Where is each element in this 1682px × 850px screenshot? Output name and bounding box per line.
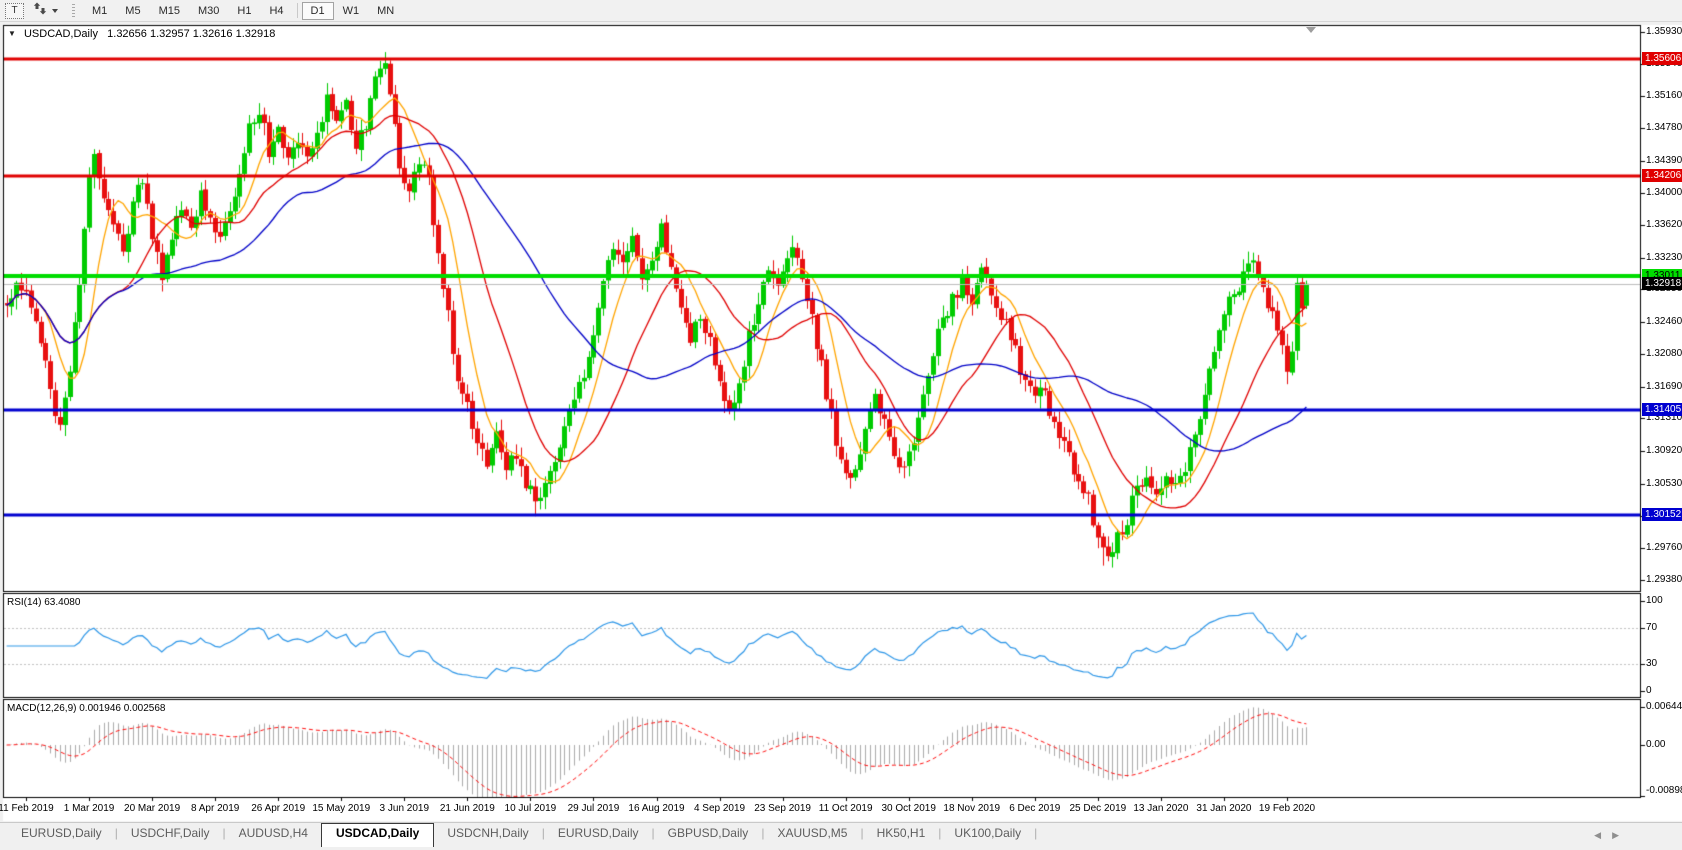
date-tick-label: 21 Jun 2019 xyxy=(439,803,495,814)
top-toolbar: T M1 M5 M15 M30 H1 H4 D1 W1 MN xyxy=(0,0,1682,22)
tab-scroll-left-icon[interactable]: ◀ xyxy=(1594,830,1613,840)
price-tick-label: 1.32460 xyxy=(1646,316,1682,328)
price-line-badge: 1.35606 xyxy=(1642,52,1682,65)
date-tick-label: 30 Oct 2019 xyxy=(881,803,936,814)
date-tick-label: 31 Jan 2020 xyxy=(1196,803,1252,814)
date-tick-label: 4 Sep 2019 xyxy=(693,803,746,814)
price-line-badge: 1.34206 xyxy=(1642,169,1682,182)
date-tick-label: 11 Feb 2019 xyxy=(0,803,54,814)
date-tick-label: 26 Apr 2019 xyxy=(251,803,306,814)
date-tick-label: 8 Apr 2019 xyxy=(190,803,240,814)
price-tick-label: 1.29760 xyxy=(1646,542,1682,554)
timeframe-button-mn[interactable]: MN xyxy=(377,4,395,17)
date-tick-label: 18 Nov 2019 xyxy=(943,803,1001,814)
price-tick-label: 1.31310 xyxy=(1646,412,1682,424)
macd-tick-label: 0.00 xyxy=(1646,739,1666,750)
date-tick-label: 29 Jul 2019 xyxy=(567,803,620,814)
date-tick-label: 1 Mar 2019 xyxy=(63,803,115,814)
rsi-indicator-label: RSI(14) 63.4080 xyxy=(7,597,81,608)
date-tick-label: 23 Sep 2019 xyxy=(754,803,811,814)
chart-shift-marker xyxy=(1306,27,1317,33)
timeframe-button-m30[interactable]: M30 xyxy=(197,4,220,17)
tab-separator: | xyxy=(761,826,765,840)
chart-title-symbol: USDCAD,Daily xyxy=(23,28,98,40)
price-tick-label: 1.30530 xyxy=(1646,477,1682,489)
price-line-badge: 1.31405 xyxy=(1642,403,1682,416)
date-tick-label: 15 May 2019 xyxy=(312,803,371,814)
timeframe-button-h4[interactable]: H4 xyxy=(269,4,284,17)
sort-arrows-icon xyxy=(33,2,47,20)
chart-tab-gbpusd-daily[interactable]: GBPUSD,Daily xyxy=(667,826,749,840)
macd-tick-label: 0.006448 xyxy=(1646,701,1682,712)
date-tick-label: 11 Oct 2019 xyxy=(818,803,873,814)
chart-tab-audusd-h4[interactable]: AUDUSD,H4 xyxy=(238,826,308,840)
toolbar-grip[interactable] xyxy=(72,3,75,18)
tab-scroll-arrows[interactable]: ◀▶ xyxy=(1594,830,1630,841)
date-tick-label: 16 Aug 2019 xyxy=(628,803,685,814)
chart-title: ▼ USDCAD,Daily 1.32656 1.32957 1.32616 1… xyxy=(8,28,275,40)
rsi-tick-label: 100 xyxy=(1646,595,1663,606)
arrange-arrows-button[interactable] xyxy=(33,2,58,20)
tab-separator: | xyxy=(938,826,942,840)
tab-scroll-right-icon[interactable]: ▶ xyxy=(1612,830,1630,840)
date-tick-label: 6 Dec 2019 xyxy=(1009,803,1061,814)
chart-tab-usdcnh-daily[interactable]: USDCNH,Daily xyxy=(447,826,529,840)
chart-tab-usdchf-daily[interactable]: USDCHF,Daily xyxy=(130,826,210,840)
price-tick-label: 1.33230 xyxy=(1646,251,1682,263)
timeframe-button-d1[interactable]: D1 xyxy=(301,1,334,20)
chart-tab-eurusd-daily[interactable]: EURUSD,Daily xyxy=(557,826,639,840)
price-tick-label: 1.31690 xyxy=(1646,380,1682,392)
date-tick-label: 10 Jul 2019 xyxy=(504,803,557,814)
chart-title-ohlc: 1.32656 1.32957 1.32616 1.32918 xyxy=(107,28,276,40)
tab-separator: | xyxy=(222,826,226,840)
chart-tab-usdcad-daily[interactable]: USDCAD,Daily xyxy=(320,823,435,847)
tab-separator: | xyxy=(541,826,545,840)
price-line-badge: 1.30152 xyxy=(1642,508,1682,521)
timeframe-button-m5[interactable]: M5 xyxy=(125,4,141,17)
macd-tick-label: -0.008982 xyxy=(1646,785,1682,796)
tab-separator: | xyxy=(860,826,864,840)
rsi-tick-label: 0 xyxy=(1646,685,1652,696)
timeframe-button-h1[interactable]: H1 xyxy=(237,4,252,17)
chart-tab-xauusd-m5[interactable]: XAUUSD,M5 xyxy=(777,826,848,840)
rsi-tick-label: 70 xyxy=(1646,622,1658,633)
tab-separator: | xyxy=(1034,826,1038,840)
price-line-badge: 1.32918 xyxy=(1642,277,1682,290)
date-tick-label: 20 Mar 2019 xyxy=(124,803,181,814)
chart-tab-hk50-h1[interactable]: HK50,H1 xyxy=(876,826,926,840)
price-tick-label: 1.34780 xyxy=(1646,121,1682,133)
timeframe-button-m15[interactable]: M15 xyxy=(158,4,180,17)
date-tick-label: 25 Dec 2019 xyxy=(1069,803,1127,814)
chart-tab-bar: EURUSD,Daily | USDCHF,Daily | AUDUSD,H4 USDCA… xyxy=(0,822,1682,850)
price-tick-label: 1.33620 xyxy=(1646,219,1682,231)
tabs-container: EURUSD,Daily | USDCHF,Daily | AUDUSD,H4 USDCA… xyxy=(8,823,1037,847)
chart-tab-uk100-daily[interactable]: UK100,Daily xyxy=(954,826,1022,840)
date-tick-label: 13 Jan 2020 xyxy=(1133,803,1189,814)
chevron-down-icon[interactable] xyxy=(52,8,58,13)
date-tick-label: 3 Jun 2019 xyxy=(379,803,430,814)
macd-indicator-label: MACD(12,26,9) 0.001946 0.002568 xyxy=(7,703,166,714)
chart-tab-eurusd-daily[interactable]: EURUSD,Daily xyxy=(21,826,102,840)
rsi-tick-label: 30 xyxy=(1646,658,1658,669)
timeframe-toolbar: M1 M5 M15 M30 H1 H4 D1 W1 MN xyxy=(83,1,403,20)
tab-separator: | xyxy=(651,826,655,840)
price-tick-label: 1.34000 xyxy=(1646,187,1682,199)
price-tick-label: 1.34390 xyxy=(1646,154,1682,166)
text-tool-button[interactable]: T xyxy=(5,2,24,19)
timeframe-button-w1[interactable]: W1 xyxy=(342,4,360,17)
symbol-dropdown-icon[interactable]: ▼ xyxy=(8,29,16,38)
tab-separator: | xyxy=(114,826,118,840)
price-tick-label: 1.30920 xyxy=(1646,444,1682,456)
price-tick-label: 1.35160 xyxy=(1646,90,1682,102)
price-tick-label: 1.32080 xyxy=(1646,347,1682,359)
price-tick-label: 1.29380 xyxy=(1646,573,1682,585)
date-tick-label: 19 Feb 2020 xyxy=(1258,803,1316,814)
toolbar-separator xyxy=(296,3,298,18)
timeframe-button-m1[interactable]: M1 xyxy=(92,4,108,17)
price-tick-label: 1.35930 xyxy=(1646,25,1682,37)
